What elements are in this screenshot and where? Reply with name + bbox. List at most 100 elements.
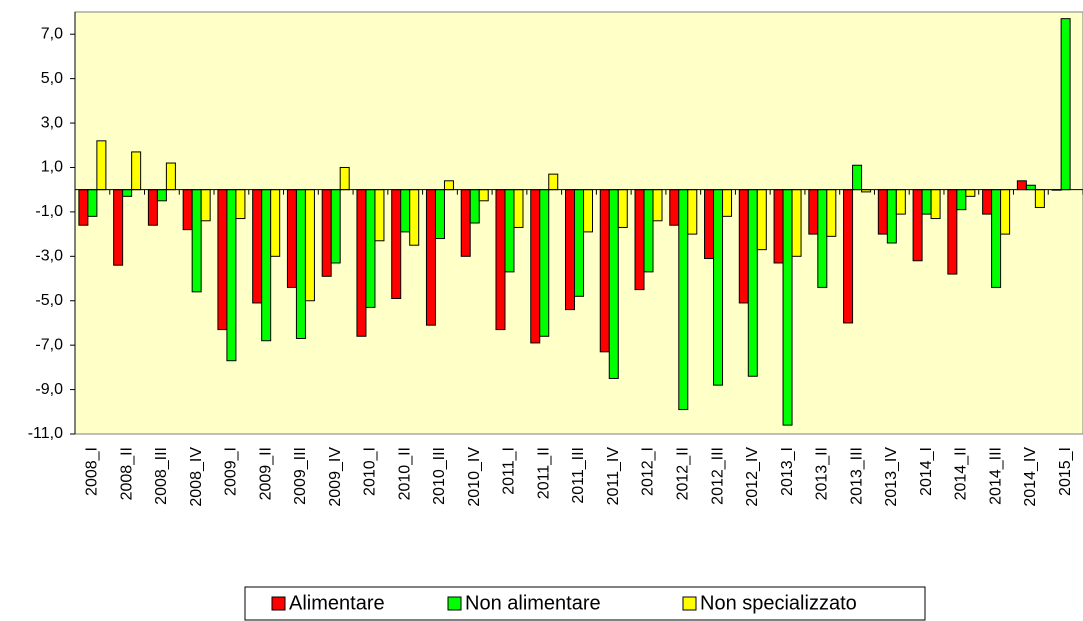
bar — [808, 189, 819, 235]
bar — [96, 140, 107, 191]
bar — [669, 189, 680, 226]
bar — [843, 189, 854, 324]
bar — [617, 189, 628, 228]
x-tick-label: 2012_II — [674, 447, 691, 500]
bar — [756, 189, 767, 251]
bar — [687, 189, 698, 235]
bar — [565, 189, 575, 311]
legend-label: Non alimentare — [465, 592, 601, 614]
bar — [886, 189, 897, 244]
bar — [652, 189, 663, 222]
bar — [539, 189, 550, 337]
bar — [217, 189, 228, 331]
bar — [991, 189, 1002, 288]
bar — [156, 189, 167, 202]
bar — [643, 189, 654, 273]
bar — [704, 189, 715, 260]
bar — [122, 189, 133, 197]
bar — [738, 189, 749, 304]
bar — [574, 189, 584, 297]
bar — [583, 189, 593, 233]
bar — [965, 189, 976, 197]
bar — [469, 189, 480, 224]
x-tick-label: 2010_I — [362, 447, 379, 496]
x-tick-label: 2011_I — [501, 447, 518, 495]
x-tick-label: 2014_II — [953, 447, 970, 500]
y-tick-label: 1,0 — [41, 159, 63, 176]
bar — [252, 189, 263, 304]
x-tick-label: 2008_IV — [188, 447, 205, 507]
bar — [147, 189, 158, 226]
x-tick-label: 2008_I — [84, 447, 101, 496]
bar — [182, 189, 193, 231]
bar — [374, 189, 385, 242]
y-tick-label: -5,0 — [35, 292, 63, 309]
x-tick-label: 2010_II — [396, 447, 413, 500]
bar — [852, 164, 863, 191]
y-tick-label: 3,0 — [41, 114, 63, 131]
x-tick-label: 2012_III — [709, 447, 726, 505]
bar — [356, 189, 367, 337]
bar — [495, 189, 506, 331]
x-tick-label: 2012_IV — [744, 447, 761, 507]
bar — [956, 189, 967, 211]
y-tick-label: -11,0 — [28, 425, 63, 442]
x-tick-label: 2010_IV — [466, 447, 483, 507]
legend-swatch — [271, 596, 286, 611]
x-tick-label: 2015_I — [1057, 447, 1074, 496]
bar — [400, 189, 411, 233]
legend-swatch — [447, 596, 462, 611]
bar — [339, 166, 350, 191]
y-tick-label: -7,0 — [35, 336, 63, 353]
legend-label: Alimentare — [289, 592, 385, 614]
bar — [608, 189, 619, 379]
x-tick-label: 2011_III — [570, 447, 587, 504]
bar — [817, 189, 828, 288]
bar — [513, 189, 524, 228]
bar — [235, 189, 246, 220]
bar — [1060, 18, 1071, 191]
bar — [1016, 180, 1027, 191]
bar — [713, 189, 724, 386]
bar — [599, 189, 610, 353]
x-tick-label: 2010_III — [431, 447, 448, 505]
bar — [921, 189, 932, 215]
x-tick-label: 2014_IV — [1022, 447, 1039, 507]
bar — [191, 189, 202, 293]
bar — [782, 189, 793, 426]
bar — [226, 189, 237, 362]
bar — [478, 189, 489, 202]
bar — [530, 189, 541, 344]
bar — [504, 189, 515, 273]
bar — [912, 189, 923, 262]
bar — [409, 189, 420, 246]
y-tick-label: 5,0 — [41, 70, 63, 87]
bar — [634, 189, 645, 291]
legend-swatch — [682, 596, 697, 611]
legend: Alimentare Non alimentare Non specializzat… — [244, 586, 926, 621]
x-tick-label: 2013_I — [779, 447, 796, 496]
y-tick-label: -1,0 — [35, 203, 63, 220]
bar — [365, 189, 376, 308]
bar — [1034, 189, 1045, 208]
bar — [270, 189, 281, 257]
bar — [304, 189, 315, 302]
x-tick-label: 2009_I — [223, 447, 240, 496]
x-tick-label: 2008_III — [153, 447, 170, 505]
x-tick-label: 2011_II — [535, 447, 552, 499]
bar — [895, 189, 906, 215]
bar — [747, 189, 758, 377]
bar — [200, 189, 211, 222]
bar — [330, 189, 341, 264]
bar — [460, 189, 471, 257]
y-tick-label: -9,0 — [35, 381, 63, 398]
bar — [113, 189, 124, 266]
bar — [678, 189, 689, 411]
bar — [321, 189, 332, 277]
bar — [722, 189, 733, 217]
x-tick-label: 2014_III — [987, 447, 1004, 505]
bar — [87, 189, 98, 217]
x-tick-label: 2008_II — [118, 447, 135, 500]
x-tick-label: 2013_II — [814, 447, 831, 500]
x-tick-label: 2009_IV — [327, 447, 344, 507]
